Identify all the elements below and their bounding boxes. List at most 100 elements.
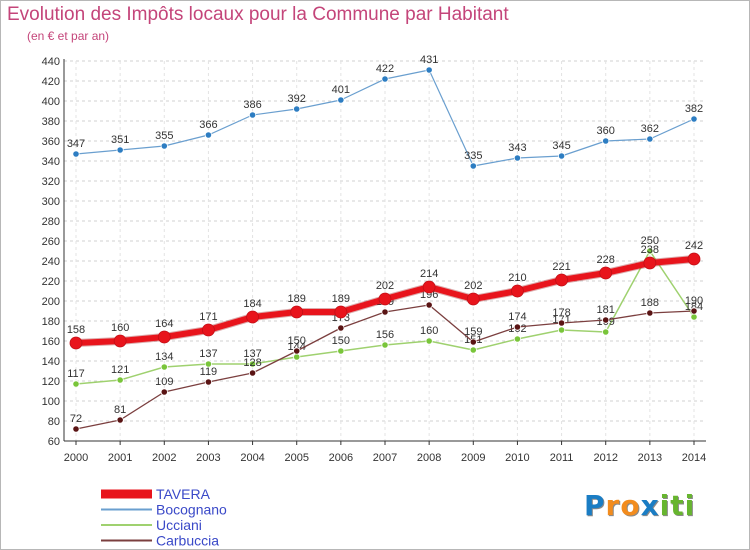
legend-label-bocognano: Bocognano [156,502,227,518]
data-label-carbuccia: 81 [114,404,126,416]
data-label-tavera: 160 [111,322,129,334]
data-label-carbuccia: 190 [685,295,703,307]
data-label-carbuccia: 188 [641,297,659,309]
data-label-ucciani: 184 [685,301,703,313]
x-tick-label: 2014 [682,452,706,464]
data-point-ucciani [293,353,301,361]
data-point-bocognano [513,154,522,162]
data-point-bocognano [293,105,301,113]
data-point-ucciani [381,341,389,349]
data-point-bocognano [557,152,566,160]
data-point-ucciani [248,360,257,368]
data-label-bocognano: 360 [597,125,615,137]
y-tick-label: 320 [42,176,60,188]
data-point-bocognano [116,146,124,154]
data-label-carbuccia: 196 [420,289,438,301]
y-tick-label: 120 [42,376,60,388]
y-tick-label: 80 [48,416,60,428]
y-tick-label: 60 [48,436,60,448]
data-point-tavera [599,266,613,280]
x-tick-label: 2002 [152,452,176,464]
data-label-bocognano: 347 [67,138,85,150]
data-label-tavera: 228 [597,254,615,266]
y-tick-label: 260 [42,236,60,248]
data-label-ucciani: 150 [332,335,350,347]
data-point-carbuccia [116,416,124,424]
legend-label-tavera: TAVERA [156,486,211,502]
data-label-tavera: 242 [685,240,703,252]
data-point-carbuccia [337,324,345,332]
data-label-bocognano: 355 [155,130,173,142]
data-point-ucciani [160,363,168,371]
data-label-tavera: 214 [420,268,438,280]
x-tick-label: 2003 [196,452,220,464]
y-tick-label: 220 [42,276,60,288]
data-label-tavera: 238 [641,244,659,256]
data-point-tavera [202,323,215,337]
y-tick-label: 340 [42,156,60,168]
data-label-bocognano: 362 [641,123,659,135]
data-point-bocognano [337,96,345,104]
data-label-carbuccia: 109 [155,376,173,388]
x-tick-label: 2001 [108,452,132,464]
y-tick-label: 420 [42,76,60,88]
y-tick-label: 100 [42,396,60,408]
data-point-tavera [334,305,348,319]
data-point-carbuccia [160,388,168,396]
data-point-tavera [511,284,524,298]
chart-title: Evolution des Impôts locaux pour la Comm… [7,4,509,25]
data-point-carbuccia [469,338,477,346]
y-tick-label: 440 [42,56,60,68]
data-point-ucciani [557,326,566,334]
data-label-carbuccia: 72 [70,413,82,425]
data-point-bocognano [690,115,698,123]
data-label-ucciani: 117 [67,368,85,380]
data-point-ucciani [602,328,610,336]
legend-label-ucciani: Ucciani [156,517,202,533]
x-tick-label: 2007 [373,452,397,464]
proxiti-logo: Proxiti [584,489,696,522]
x-tick-label: 2006 [329,452,353,464]
data-point-ucciani [116,376,124,384]
data-label-bocognano: 382 [685,103,703,115]
data-point-carbuccia [557,319,566,327]
data-point-tavera [113,334,127,348]
data-label-ucciani: 137 [243,348,261,360]
data-point-ucciani [690,313,698,321]
data-label-tavera: 184 [243,298,261,310]
data-label-bocognano: 366 [199,119,217,131]
data-label-tavera: 189 [288,293,306,305]
data-point-carbuccia [72,425,80,433]
data-point-bocognano [204,131,213,139]
data-point-tavera [69,336,83,350]
data-label-ucciani: 160 [420,325,438,337]
y-tick-label: 280 [42,216,60,228]
data-label-tavera: 202 [376,280,394,292]
data-label-carbuccia: 119 [200,366,218,378]
y-tick-label: 140 [42,356,60,368]
data-label-carbuccia: 159 [464,326,482,338]
data-label-bocognano: 392 [288,93,306,105]
data-label-tavera: 158 [67,324,85,336]
data-point-bocognano [602,137,610,145]
data-point-carbuccia [646,309,654,317]
x-tick-label: 2011 [550,452,574,464]
data-point-carbuccia [293,347,301,355]
x-tick-label: 2009 [461,452,485,464]
data-label-bocognano: 351 [111,134,129,146]
data-point-tavera [157,330,171,344]
data-label-bocognano: 335 [464,150,482,162]
data-point-bocognano [425,66,433,74]
data-label-carbuccia: 174 [508,311,526,323]
y-tick-label: 240 [42,256,60,268]
data-label-tavera: 221 [552,261,570,273]
data-point-carbuccia [690,307,698,315]
data-point-tavera [643,256,657,270]
x-tick-label: 2010 [505,452,529,464]
data-label-tavera: 202 [464,280,482,292]
y-tick-label: 160 [42,336,60,348]
y-tick-label: 360 [42,136,60,148]
y-tick-label: 200 [42,296,60,308]
